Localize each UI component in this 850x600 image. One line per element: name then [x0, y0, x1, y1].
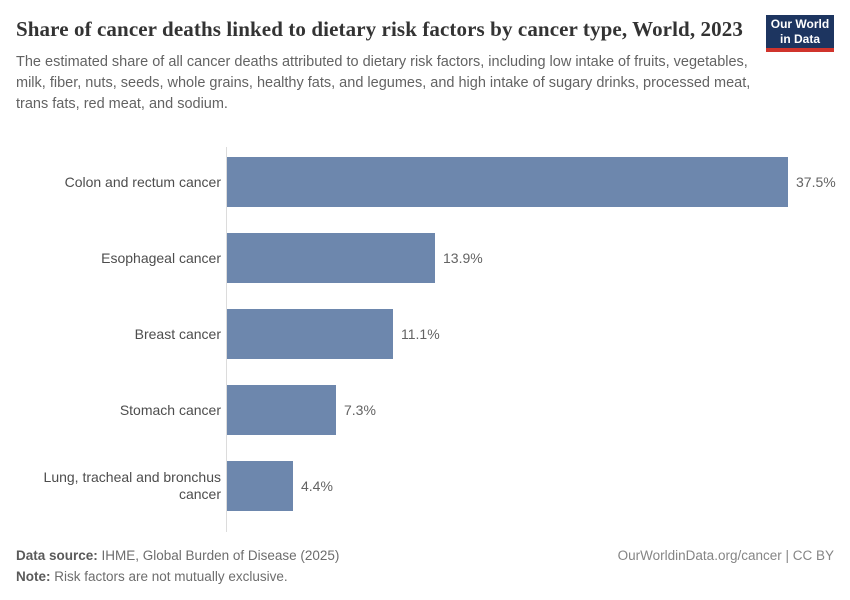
attribution-link[interactable]: OurWorldinData.org/cancer | CC BY [617, 548, 834, 563]
chart-row: Colon and rectum cancer 37.5% [16, 157, 836, 207]
data-source-line: Data source: IHME, Global Burden of Dise… [16, 545, 339, 566]
note-value: Risk factors are not mutually exclusive. [50, 569, 288, 584]
value-label: 13.9% [443, 250, 483, 266]
y-axis-line [226, 147, 227, 532]
category-label: Esophageal cancer [101, 249, 221, 266]
owid-logo[interactable]: Our World in Data [766, 15, 834, 52]
chart-row: Lung, tracheal and bronchus cancer 4.4% [16, 461, 834, 511]
value-label: 7.3% [344, 402, 376, 418]
chart-footer: Data source: IHME, Global Burden of Dise… [16, 545, 834, 587]
category-label: Lung, tracheal and bronchus cancer [43, 469, 221, 502]
chart-title: Share of cancer deaths linked to dietary… [16, 17, 743, 41]
owid-logo-box: Our World in Data [766, 15, 834, 52]
category-label: Colon and rectum cancer [64, 173, 221, 190]
bar-chart: Colon and rectum cancer 37.5% Esophageal c… [16, 147, 836, 532]
bar-5[interactable] [227, 461, 293, 511]
value-label: 11.1% [401, 326, 440, 342]
value-label: 4.4% [301, 478, 333, 494]
owid-logo-line1: Our World [770, 17, 830, 31]
bar-4[interactable] [227, 385, 336, 435]
footer-left: Data source: IHME, Global Burden of Dise… [16, 545, 339, 587]
bar-3[interactable] [227, 309, 393, 359]
data-source-value: IHME, Global Burden of Disease (2025) [97, 548, 340, 563]
chart-row: Esophageal cancer 13.9% [16, 233, 834, 283]
owid-logo-line2: in Data [779, 32, 820, 46]
bar-1[interactable] [227, 157, 788, 207]
bar-2[interactable] [227, 233, 435, 283]
data-source-label: Data source: [16, 548, 98, 563]
chart-subtitle: The estimated share of all cancer deaths… [16, 54, 751, 112]
category-label: Breast cancer [134, 325, 221, 342]
chart-row: Stomach cancer 7.3% [16, 385, 834, 435]
category-label: Stomach cancer [119, 401, 221, 418]
value-label: 37.5% [796, 174, 836, 190]
note-line: Note: Risk factors are not mutually excl… [16, 566, 339, 587]
title-block: Share of cancer deaths linked to dietary… [16, 15, 766, 115]
chart-header: Share of cancer deaths linked to dietary… [0, 0, 850, 115]
note-label: Note: [16, 569, 51, 584]
chart-row: Breast cancer 11.1% [16, 309, 834, 359]
